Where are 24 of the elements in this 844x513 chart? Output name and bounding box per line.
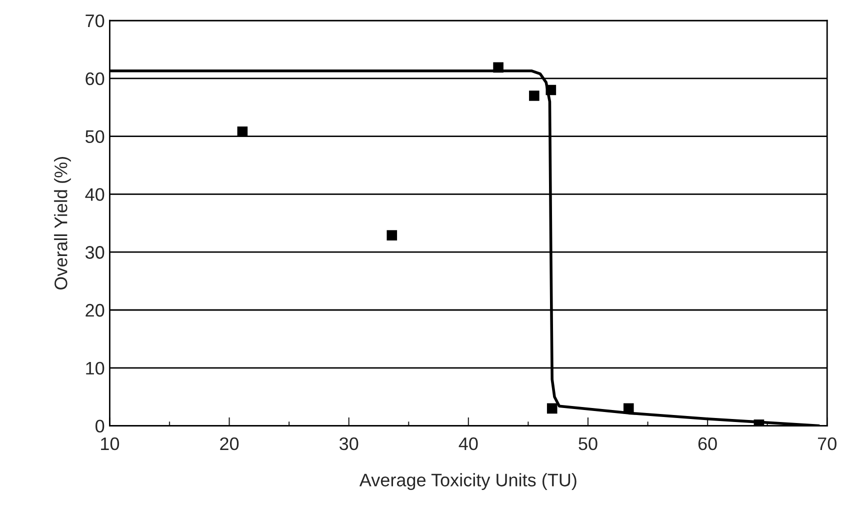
x-tick-label: 60	[698, 437, 717, 450]
y-tick-label: 20	[86, 304, 104, 317]
point	[237, 126, 248, 137]
x-tick-label: 30	[340, 437, 358, 450]
x-tick-label: 70	[818, 437, 836, 450]
y-tick-label: 60	[86, 72, 104, 86]
y-tick-label: 70	[86, 14, 104, 28]
x-tick-label: 20	[220, 437, 239, 450]
x-tick-label: 50	[578, 437, 598, 450]
point	[529, 90, 540, 101]
point	[546, 84, 556, 96]
y-tick-label: 50	[86, 130, 104, 144]
x-axis-title: Average Toxicity Units (TU)	[359, 473, 576, 490]
y-axis-title: Overall Yield (%)	[54, 157, 71, 290]
y-tick-label: 40	[85, 188, 104, 201]
point	[546, 403, 558, 414]
point	[386, 230, 398, 240]
y-tick-label: 0	[96, 420, 104, 433]
y-tick-label: 30	[85, 246, 104, 259]
point	[493, 62, 504, 73]
x-tick-label: 40	[458, 437, 478, 450]
y-tick-label: 10	[86, 362, 104, 375]
x-tick-label: 10	[101, 437, 120, 450]
point	[623, 403, 634, 414]
